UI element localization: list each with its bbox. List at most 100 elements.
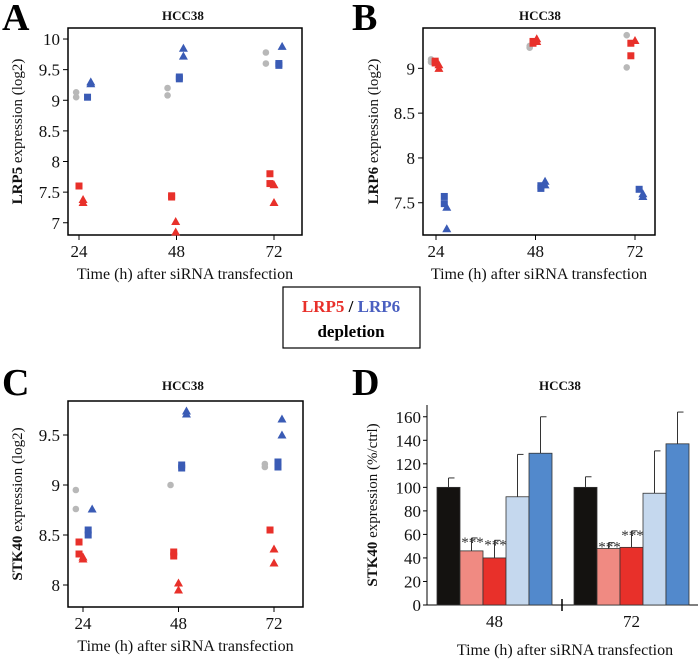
y-tick-label: 8	[52, 576, 61, 595]
point-triangle	[181, 409, 191, 418]
point-circle	[262, 60, 270, 67]
point-triangle	[78, 198, 88, 207]
y-tick-label: 9.5	[39, 426, 60, 445]
panel-letter: C	[2, 362, 29, 404]
legend-lrp6: LRP6	[358, 297, 401, 316]
point-triangle	[178, 51, 188, 60]
y-tick-label: 10	[43, 30, 60, 49]
x-axis-label: Time (h) after siRNA transfection	[431, 266, 647, 283]
point-triangle	[86, 79, 96, 88]
point-circle	[72, 486, 80, 494]
y-tick-label: 7	[52, 214, 61, 233]
plot-frame	[67, 400, 304, 608]
point-triangle	[442, 224, 452, 233]
point-triangle	[78, 554, 88, 563]
point-triangle	[540, 180, 550, 189]
y-axis-label: LRP5 expression (log2)	[10, 59, 26, 205]
point-triangle	[638, 191, 648, 200]
significance-label: ***	[461, 535, 484, 551]
y-tick-label: 8.5	[39, 122, 60, 141]
bar	[528, 452, 553, 606]
panel-letter: D	[352, 362, 379, 404]
panel-letter: A	[2, 0, 30, 39]
x-axis-label: Time (h) after siRNA transfection	[457, 642, 673, 659]
significance-label: ***	[598, 540, 621, 556]
point-square	[266, 180, 274, 188]
y-axis-label: STK40 expression (log2)	[10, 427, 26, 580]
point-triangle	[178, 43, 188, 52]
y-tick-label: 80	[404, 502, 421, 521]
y-axis-label-gene: STK40	[10, 536, 26, 581]
point-square	[75, 182, 83, 190]
x-tick-label: 48	[168, 242, 185, 261]
point-circle	[164, 84, 171, 92]
point-square	[84, 526, 92, 534]
x-tick-label: 48	[486, 612, 503, 631]
y-tick-label: 7.5	[39, 183, 60, 202]
x-tick-label: 48	[527, 242, 544, 261]
y-tick-label: 9	[407, 59, 416, 78]
point-square	[627, 52, 635, 60]
significance-label: ***	[621, 528, 644, 544]
point-triangle	[171, 217, 181, 226]
y-tick-label: 60	[404, 525, 421, 544]
bar	[505, 496, 530, 606]
chart-title: HCC38	[162, 8, 204, 23]
legend-sep: /	[344, 297, 357, 316]
point-triangle	[171, 227, 181, 236]
y-axis-label-rest: expression (log2)	[366, 59, 382, 167]
point-triangle	[269, 558, 279, 567]
panel-letter: B	[352, 0, 377, 39]
y-axis-label-gene: LRP5	[10, 167, 26, 205]
chart-title: HCC38	[539, 378, 581, 393]
x-tick-label: 48	[170, 614, 187, 633]
x-tick-label: 72	[627, 242, 644, 261]
point-circle	[261, 463, 269, 471]
point-square	[274, 463, 282, 471]
point-circle	[623, 64, 631, 71]
point-square	[75, 550, 83, 558]
y-tick-label: 8	[407, 149, 416, 168]
y-tick-label: 7.5	[394, 194, 415, 213]
y-tick-label: 160	[396, 408, 422, 427]
legend-depletion: depletion	[317, 322, 385, 341]
point-triangle	[434, 63, 444, 72]
x-tick-label: 72	[266, 242, 283, 261]
point-triangle	[277, 414, 287, 423]
x-tick-label: 24	[75, 614, 93, 633]
bar	[573, 486, 598, 606]
point-triangle	[269, 198, 279, 207]
y-axis-label-rest: expression (%/ctrl)	[365, 423, 381, 541]
legend-lrp5: LRP5	[302, 297, 345, 316]
point-triangle	[174, 585, 183, 594]
y-tick-label: 9.5	[39, 61, 60, 80]
x-tick-label: 24	[71, 242, 89, 261]
point-square	[175, 73, 183, 81]
point-square	[266, 170, 274, 178]
point-square	[537, 184, 545, 192]
point-triangle	[630, 36, 640, 45]
point-square	[170, 548, 178, 556]
point-triangle	[442, 202, 452, 211]
plot-frame	[422, 27, 656, 236]
point-triangle	[269, 544, 279, 553]
y-tick-label: 20	[404, 572, 421, 591]
y-tick-label: 9	[52, 476, 61, 495]
y-tick-label: 9	[52, 91, 61, 110]
chart-title: HCC38	[162, 378, 204, 393]
y-tick-label: 40	[404, 549, 421, 568]
y-axis-label-rest: expression (log2)	[10, 427, 26, 535]
bar	[619, 546, 644, 606]
point-circle	[167, 481, 174, 489]
point-square	[431, 59, 439, 67]
point-circle	[262, 49, 270, 56]
y-tick-label: 8	[52, 153, 61, 172]
y-axis-label: LRP6 expression (log2)	[366, 59, 382, 205]
y-tick-label: 100	[396, 478, 422, 497]
point-circle	[72, 93, 80, 101]
legend-box: LRP5 / LRP6 depletion	[282, 286, 421, 349]
point-square	[635, 185, 643, 193]
panel-a: A HCC38 7 7.5 8 8.5 9 9.5 10 24 48 72 Time (h) after…	[2, 0, 303, 283]
point-square	[529, 39, 537, 47]
